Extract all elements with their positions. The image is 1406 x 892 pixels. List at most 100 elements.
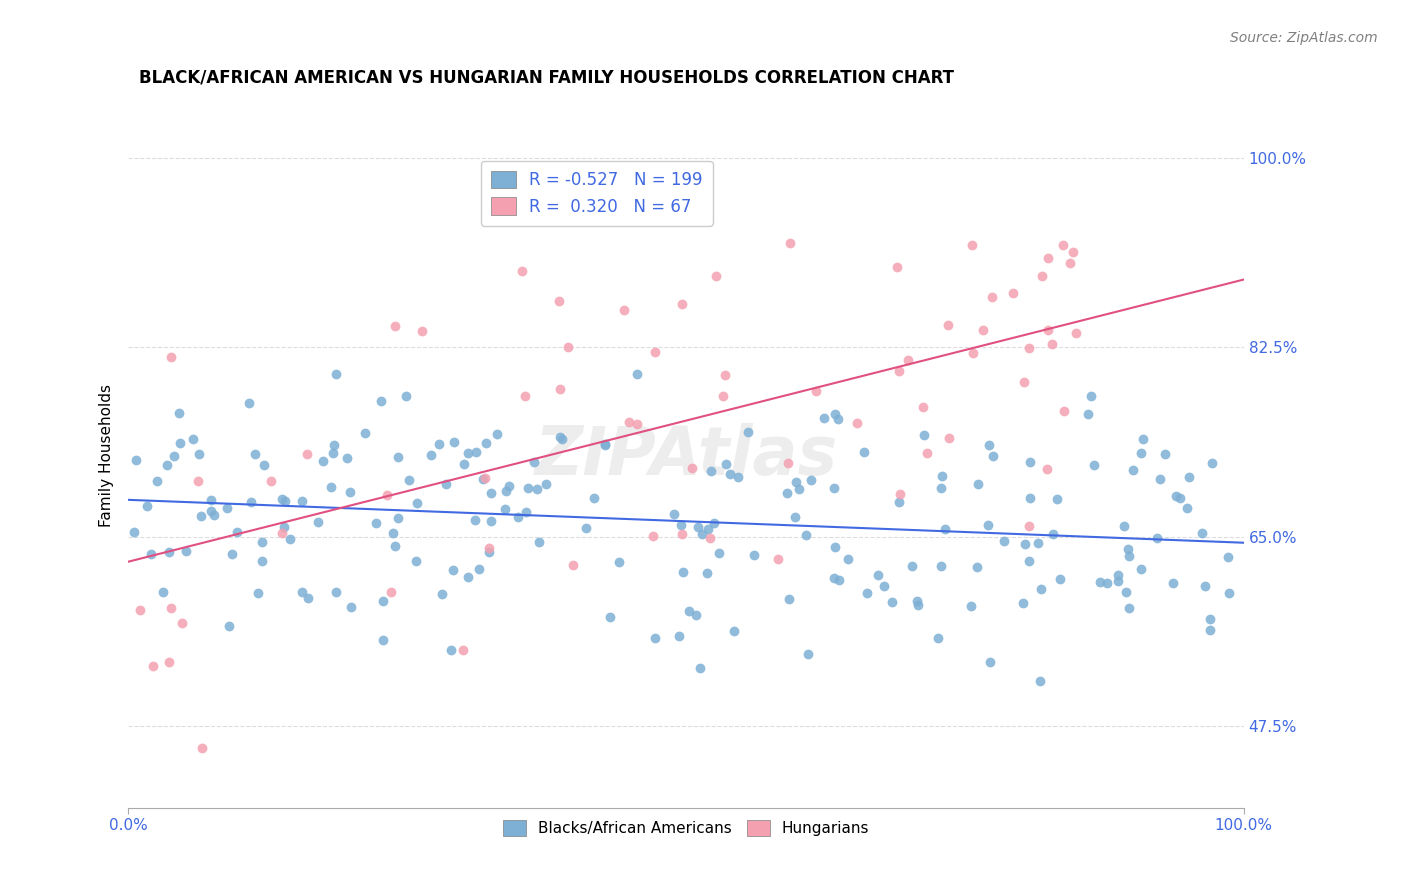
- Point: [548, 430, 571, 444]
- Point: [135, 499, 157, 513]
- Point: [938, 431, 960, 445]
- Point: [887, 364, 910, 378]
- Point: [1090, 574, 1112, 589]
- Point: [824, 482, 846, 496]
- Point: [308, 516, 330, 530]
- Point: [699, 532, 721, 546]
- Point: [787, 482, 810, 496]
- Point: [548, 293, 571, 308]
- Point: [1112, 519, 1135, 533]
- Point: [510, 264, 533, 278]
- Point: [912, 428, 935, 442]
- Point: [617, 415, 640, 429]
- Point: [873, 579, 896, 593]
- Point: [155, 458, 177, 473]
- Point: [1012, 375, 1035, 389]
- Point: [478, 541, 501, 556]
- Point: [312, 454, 335, 468]
- Point: [260, 475, 283, 489]
- Point: [1178, 469, 1201, 483]
- Point: [582, 491, 605, 506]
- Point: [550, 382, 572, 396]
- Point: [169, 436, 191, 450]
- Point: [1036, 462, 1059, 476]
- Point: [711, 389, 734, 403]
- Point: [434, 476, 457, 491]
- Point: [1018, 519, 1040, 533]
- Point: [336, 451, 359, 466]
- Point: [1166, 489, 1188, 503]
- Point: [823, 571, 845, 585]
- Point: [1031, 269, 1053, 284]
- Point: [1018, 342, 1040, 356]
- Point: [494, 502, 516, 516]
- Point: [912, 400, 935, 414]
- Point: [246, 586, 269, 600]
- Point: [1107, 574, 1129, 589]
- Point: [981, 450, 1004, 464]
- Point: [323, 438, 346, 452]
- Point: [1201, 456, 1223, 470]
- Point: [853, 444, 876, 458]
- Point: [960, 599, 983, 613]
- Point: [1052, 238, 1074, 252]
- Point: [163, 450, 186, 464]
- Point: [534, 477, 557, 491]
- Point: [1080, 389, 1102, 403]
- Point: [405, 554, 427, 568]
- Point: [1122, 463, 1144, 477]
- Point: [474, 471, 496, 485]
- Point: [1218, 585, 1240, 599]
- Point: [1040, 337, 1063, 351]
- Point: [513, 389, 536, 403]
- Point: [837, 552, 859, 566]
- Point: [325, 585, 347, 599]
- Point: [157, 656, 180, 670]
- Point: [472, 473, 495, 487]
- Point: [707, 546, 730, 560]
- Point: [886, 260, 908, 274]
- Point: [354, 426, 377, 441]
- Point: [613, 302, 636, 317]
- Point: [411, 324, 433, 338]
- Point: [506, 510, 529, 524]
- Point: [700, 464, 723, 478]
- Point: [319, 479, 342, 493]
- Point: [936, 318, 959, 333]
- Point: [498, 479, 520, 493]
- Point: [785, 475, 807, 489]
- Point: [1012, 596, 1035, 610]
- Point: [453, 457, 475, 471]
- Point: [1129, 562, 1152, 576]
- Point: [291, 585, 314, 599]
- Point: [690, 527, 713, 541]
- Point: [737, 425, 759, 440]
- Point: [215, 500, 238, 515]
- Point: [981, 290, 1004, 304]
- Point: [457, 570, 479, 584]
- Point: [626, 368, 648, 382]
- Point: [593, 438, 616, 452]
- Point: [557, 339, 579, 353]
- Point: [778, 592, 800, 607]
- Point: [145, 474, 167, 488]
- Point: [340, 599, 363, 614]
- Point: [977, 518, 1000, 533]
- Point: [517, 481, 540, 495]
- Point: [828, 573, 851, 587]
- Point: [671, 296, 693, 310]
- Point: [387, 450, 409, 464]
- Point: [934, 522, 956, 536]
- Point: [373, 594, 395, 608]
- Point: [440, 642, 463, 657]
- Y-axis label: Family Households: Family Households: [100, 384, 114, 527]
- Point: [453, 642, 475, 657]
- Point: [382, 525, 405, 540]
- Point: [962, 238, 984, 252]
- Point: [495, 483, 517, 498]
- Point: [295, 447, 318, 461]
- Point: [672, 565, 695, 579]
- Point: [1046, 492, 1069, 507]
- Point: [141, 547, 163, 561]
- Point: [1029, 582, 1052, 596]
